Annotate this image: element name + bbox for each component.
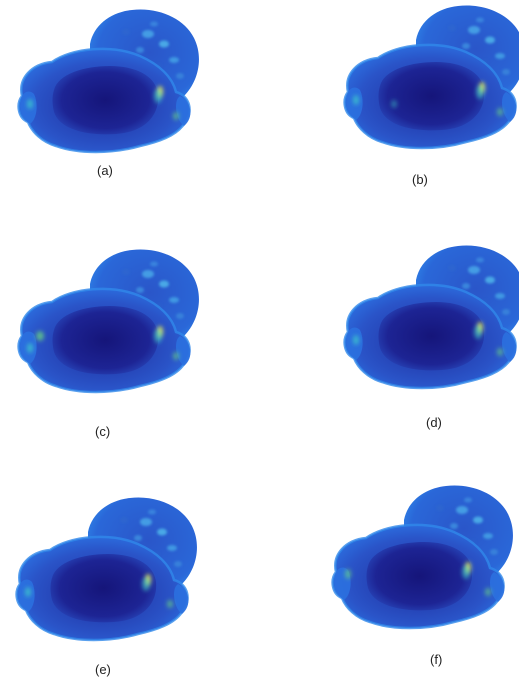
heatmap-render-e [6,492,206,642]
heatmap-render-c [8,244,208,394]
heatmap-render-d [334,240,519,390]
panel-e-caption: (e) [95,662,111,677]
panel-d-caption: (d) [426,415,442,430]
heatmap-render-a [8,4,208,154]
panel-a-caption: (a) [97,163,113,178]
panel-f-caption: (f) [430,652,443,667]
panel-b [334,0,519,150]
panel-f [322,480,519,630]
panel-a [8,4,208,154]
heatmap-render-b [334,0,519,150]
panel-d [334,240,519,390]
panel-b-caption: (b) [412,172,428,187]
panel-e [6,492,206,642]
panel-c-caption: (c) [95,424,111,439]
heatmap-render-f [322,480,519,630]
panel-c [8,244,208,394]
